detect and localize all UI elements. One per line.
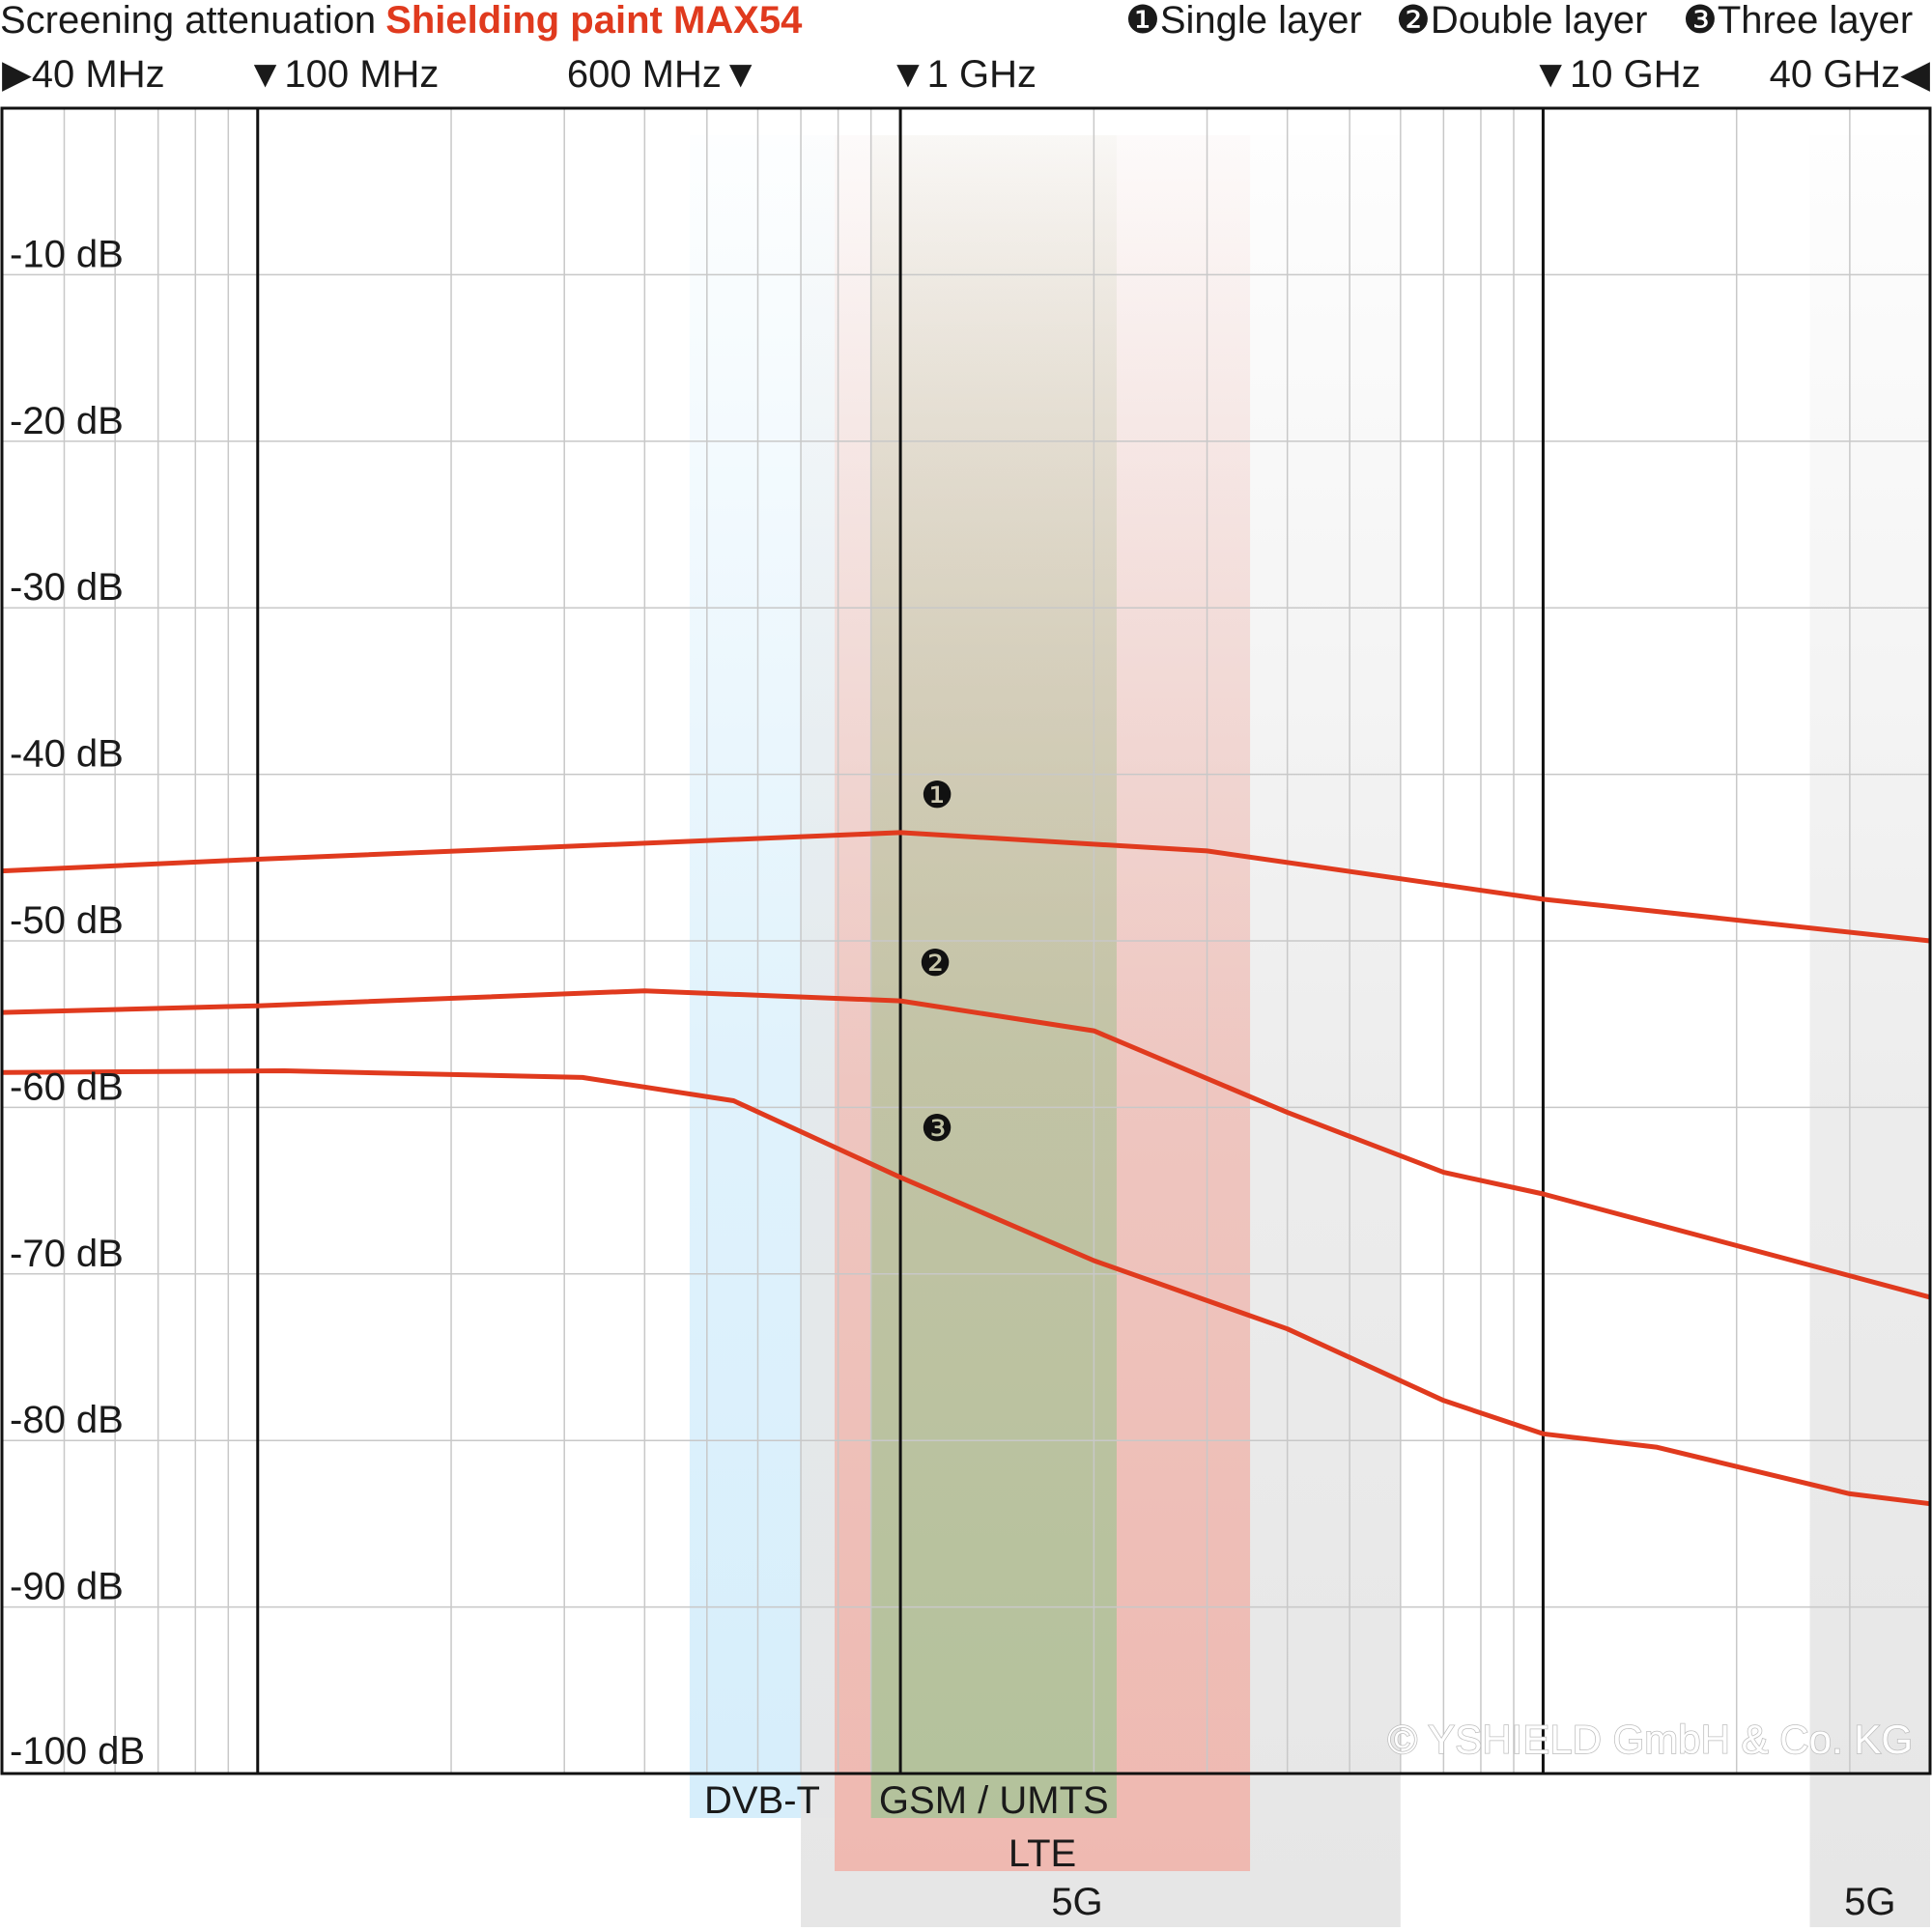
freq-marker-100-mhz: ▼100 MHz (246, 53, 440, 96)
series-line-three-layer (1, 1068, 1931, 1507)
copyright: © YSHIELD GmbH & Co. KG (1387, 1717, 1913, 1762)
series-line-single-layer (1, 830, 1931, 944)
band-label-lte: LTE (1009, 1832, 1076, 1875)
freq-marker-1-ghz: ▼1 GHz (889, 53, 1037, 96)
legend-symbol-three: ❸ (1683, 0, 1718, 42)
legend: ❶Single layer ❷Double layer ❸Three layer (1125, 0, 1913, 42)
freq-marker-40-mhz: ▶40 MHz (2, 53, 165, 96)
legend-symbol-single: ❶ (1125, 0, 1160, 42)
grid (2, 108, 1930, 1774)
y-axis-ticks: -10 dB -20 dB -30 dB -40 dB -50 dB -60 dB -70 … (10, 233, 145, 1773)
y-tick-label: -100 dB (10, 1730, 145, 1773)
y-tick-label: -70 dB (10, 1233, 124, 1275)
frequency-markers: ▶40 MHz ▼100 MHz 600 MHz▼ ▼1 GHz ▼10 GHz 40 G… (2, 53, 1930, 96)
series-marker-single-layer: ❶ (921, 776, 953, 816)
y-tick-label: -90 dB (10, 1566, 124, 1608)
frequency-bands (689, 135, 1930, 1927)
legend-entry-double: ❷Double layer (1396, 0, 1647, 42)
y-tick-label: -10 dB (10, 233, 124, 275)
band-label-5g: 5G (1844, 1881, 1895, 1923)
y-tick-label: -40 dB (10, 733, 124, 776)
freq-marker-10-ghz: ▼10 GHz (1531, 53, 1700, 96)
series-markers: ❶ ❷ ❸ (919, 776, 953, 1150)
freq-marker-600-mhz: 600 MHz▼ (567, 53, 760, 96)
band-label-5g: 5G (1051, 1881, 1102, 1923)
legend-entry-three: ❸Three layer (1683, 0, 1913, 42)
y-tick-label: -20 dB (10, 400, 124, 442)
y-tick-label: -50 dB (10, 899, 124, 942)
y-tick-label: -60 dB (10, 1065, 124, 1108)
y-tick-label: -30 dB (10, 566, 124, 609)
chart-title: Screening attenuation Shielding paint MAX… (0, 0, 803, 42)
band-5g (1809, 135, 1930, 1927)
band-gsm-umts (870, 135, 1117, 1818)
band-label-gsm-umts: GSM / UMTS (879, 1779, 1109, 1822)
legend-label-three: Three layer (1718, 0, 1913, 42)
chart-title-main: Screening attenuation (0, 0, 376, 42)
chart-title-product: Shielding paint MAX54 (385, 0, 803, 42)
plot-frame (0, 106, 1932, 1775)
legend-label-single: Single layer (1160, 0, 1362, 42)
series-lines (1, 830, 1931, 1507)
series-line-double-layer (1, 988, 1931, 1300)
series-marker-double-layer: ❷ (919, 944, 952, 984)
freq-marker-40-ghz: 40 GHz◀ (1770, 53, 1931, 96)
legend-symbol-double: ❷ (1396, 0, 1431, 42)
legend-label-double: Double layer (1431, 0, 1648, 42)
band-label-dvb-t: DVB-T (704, 1779, 820, 1822)
legend-entry-single: ❶Single layer (1125, 0, 1362, 42)
series-marker-three-layer: ❸ (921, 1109, 953, 1150)
band-labels: DVB-T 5G LTE GSM / UMTS 5G (704, 1779, 1895, 1923)
y-tick-label: -80 dB (10, 1399, 124, 1441)
